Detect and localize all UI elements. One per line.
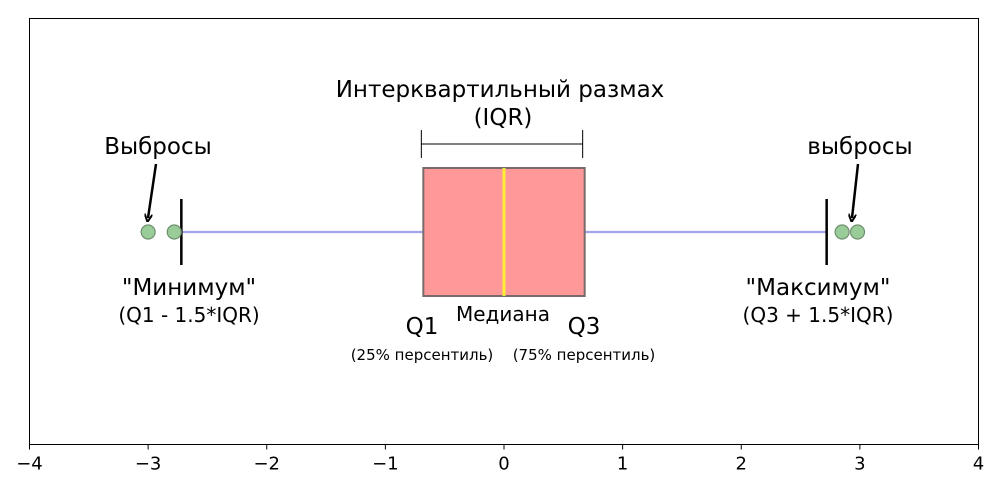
outlier-points [140,224,866,240]
outliers-left-label: Выбросы [104,134,212,160]
x-tick-label: 3 [854,454,865,475]
x-tick-label: 0 [498,454,509,475]
x-tick-label: 4 [973,454,984,475]
x-tick-label: −4 [16,454,43,475]
x-tick-label: 1 [617,454,628,475]
iqr-title: Интерквартильный размах [336,77,665,103]
outliers-left-arrow [148,163,158,218]
minimum-label: "Минимум" [122,275,256,301]
maximum-formula: (Q3 + 1.5*IQR) [743,303,894,327]
x-axis: −4 −3 −2 −1 0 1 2 3 4 [16,444,984,475]
x-tick-label: −2 [253,454,280,475]
iqr-bracket [420,130,584,158]
q1-label: Q1 [406,314,439,340]
outliers-right-arrow [852,163,860,218]
maximum-label: "Максимум" [746,275,891,301]
x-tick-label: −1 [372,454,399,475]
q3-label: Q3 [568,314,601,340]
median-label: Медиана [456,302,550,326]
outlier-point [166,224,182,240]
q1-percentile: (25% персентиль) [351,346,494,364]
outlier-point [834,224,850,240]
outlier-point [140,224,156,240]
q3-percentile: (75% персентиль) [513,346,656,364]
minimum-formula: (Q1 - 1.5*IQR) [118,303,259,327]
outliers-right-label: выбросы [807,134,912,160]
iqr-subtitle: (IQR) [474,105,533,131]
x-tick-label: 2 [736,454,747,475]
outlier-point [849,224,866,240]
x-tick-label: −3 [135,454,162,475]
